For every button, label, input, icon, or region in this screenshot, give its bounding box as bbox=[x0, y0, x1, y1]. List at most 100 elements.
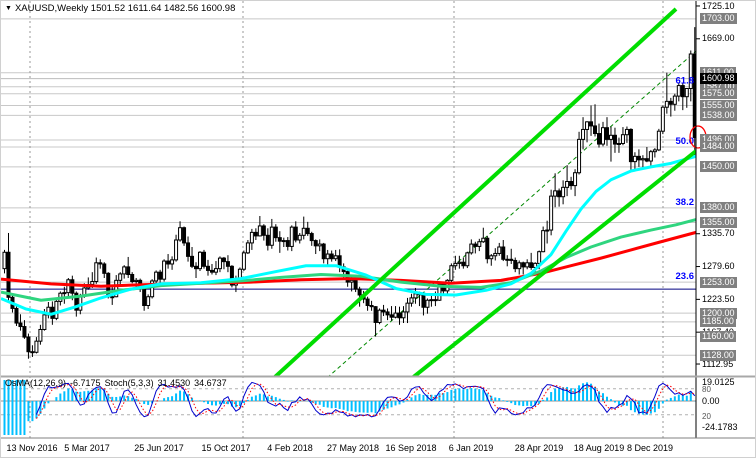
candle[interactable] bbox=[186, 236, 191, 262]
candle[interactable] bbox=[616, 137, 621, 153]
candle[interactable] bbox=[198, 251, 203, 271]
candle[interactable] bbox=[449, 263, 454, 283]
candle[interactable] bbox=[202, 249, 206, 269]
candle[interactable] bbox=[6, 232, 11, 302]
trendline-upper[interactable] bbox=[251, 7, 678, 399]
candle[interactable] bbox=[477, 238, 482, 252]
candle[interactable] bbox=[461, 257, 466, 269]
candle[interactable] bbox=[565, 165, 570, 197]
candle[interactable] bbox=[162, 259, 167, 282]
candle[interactable] bbox=[62, 286, 67, 304]
candle[interactable] bbox=[66, 278, 71, 297]
candle[interactable] bbox=[393, 306, 398, 319]
candle[interactable] bbox=[241, 250, 246, 271]
candle[interactable] bbox=[585, 121, 590, 143]
candle[interactable] bbox=[581, 117, 586, 150]
candle[interactable] bbox=[166, 254, 171, 269]
candle[interactable] bbox=[684, 88, 689, 108]
candle[interactable] bbox=[281, 237, 286, 248]
candle[interactable] bbox=[493, 248, 498, 261]
candle[interactable] bbox=[664, 72, 669, 114]
candle[interactable] bbox=[648, 149, 653, 166]
candle[interactable] bbox=[473, 241, 478, 254]
candle[interactable] bbox=[660, 105, 665, 135]
candle[interactable] bbox=[249, 228, 254, 250]
candle[interactable] bbox=[86, 277, 91, 290]
candle[interactable] bbox=[221, 256, 226, 270]
candle[interactable] bbox=[640, 155, 645, 168]
candle[interactable] bbox=[573, 169, 578, 197]
dashed-trendline[interactable] bbox=[301, 50, 696, 401]
candle[interactable] bbox=[130, 272, 135, 284]
candle[interactable] bbox=[489, 254, 494, 266]
candle[interactable] bbox=[257, 216, 262, 237]
candle[interactable] bbox=[601, 121, 605, 147]
candle[interactable] bbox=[34, 337, 39, 354]
candle[interactable] bbox=[553, 173, 558, 208]
candle[interactable] bbox=[628, 128, 633, 170]
candle[interactable] bbox=[381, 304, 386, 317]
candle[interactable] bbox=[401, 306, 406, 324]
candle[interactable] bbox=[624, 126, 629, 143]
candle[interactable] bbox=[178, 221, 183, 242]
candle[interactable] bbox=[142, 286, 147, 311]
candle[interactable] bbox=[513, 257, 518, 273]
candle[interactable] bbox=[457, 255, 462, 269]
candle[interactable] bbox=[389, 306, 394, 321]
candle[interactable] bbox=[182, 226, 187, 246]
candle[interactable] bbox=[321, 242, 326, 264]
candle[interactable] bbox=[158, 269, 163, 284]
candle[interactable] bbox=[18, 314, 23, 331]
candle[interactable] bbox=[261, 224, 266, 241]
candle[interactable] bbox=[245, 239, 250, 255]
candle[interactable] bbox=[505, 255, 510, 267]
candle[interactable] bbox=[632, 152, 637, 170]
candle[interactable] bbox=[620, 127, 625, 146]
candle[interactable] bbox=[174, 234, 179, 262]
candle[interactable] bbox=[102, 262, 107, 279]
candle[interactable] bbox=[297, 232, 302, 244]
candle[interactable] bbox=[549, 189, 554, 236]
candle[interactable] bbox=[22, 320, 27, 339]
candle[interactable] bbox=[608, 126, 613, 162]
candle[interactable] bbox=[46, 301, 51, 319]
candle[interactable] bbox=[293, 221, 298, 243]
candle[interactable] bbox=[453, 255, 458, 270]
candle[interactable] bbox=[265, 228, 270, 251]
candle[interactable] bbox=[501, 239, 506, 262]
candle[interactable] bbox=[94, 257, 99, 284]
candle[interactable] bbox=[54, 298, 59, 321]
candle[interactable] bbox=[333, 249, 338, 262]
trendline-lower[interactable] bbox=[386, 149, 696, 399]
candle[interactable] bbox=[409, 293, 414, 307]
candle[interactable] bbox=[385, 308, 390, 321]
candle[interactable] bbox=[525, 259, 530, 270]
candle[interactable] bbox=[30, 345, 35, 357]
candle[interactable] bbox=[209, 263, 214, 275]
candle[interactable] bbox=[369, 300, 374, 311]
candle[interactable] bbox=[497, 242, 502, 256]
candle[interactable] bbox=[2, 249, 7, 274]
candle[interactable] bbox=[365, 296, 370, 311]
candle[interactable] bbox=[273, 224, 278, 242]
candle[interactable] bbox=[377, 308, 382, 325]
candle[interactable] bbox=[692, 27, 696, 156]
candle[interactable] bbox=[309, 231, 314, 246]
ma-red-line[interactable] bbox=[1, 230, 696, 288]
candle[interactable] bbox=[225, 255, 230, 273]
candle[interactable] bbox=[676, 82, 681, 102]
candle[interactable] bbox=[397, 306, 402, 325]
candle[interactable] bbox=[656, 128, 661, 152]
candle[interactable] bbox=[644, 146, 649, 163]
candle[interactable] bbox=[672, 93, 677, 111]
candle[interactable] bbox=[194, 262, 199, 279]
candle[interactable] bbox=[146, 294, 151, 310]
candle[interactable] bbox=[170, 256, 175, 270]
candle[interactable] bbox=[329, 250, 334, 262]
candle[interactable] bbox=[150, 279, 155, 299]
candle[interactable] bbox=[98, 259, 103, 269]
candle[interactable] bbox=[577, 131, 582, 175]
candle[interactable] bbox=[285, 237, 290, 251]
candle[interactable] bbox=[481, 227, 486, 243]
